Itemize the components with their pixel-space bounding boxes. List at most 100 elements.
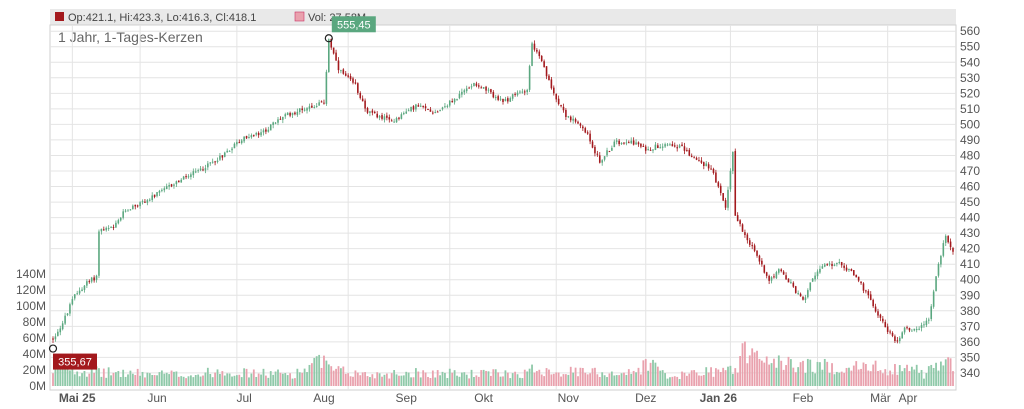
volume-bar bbox=[756, 350, 758, 386]
candle-body bbox=[282, 116, 284, 120]
candle-body bbox=[504, 98, 507, 102]
volume-bar bbox=[381, 376, 383, 386]
candle-body bbox=[419, 105, 422, 107]
candle-body bbox=[531, 43, 533, 66]
candle-body bbox=[744, 232, 746, 236]
price-tick-label: 410 bbox=[960, 257, 980, 271]
candle-body bbox=[523, 91, 526, 93]
volume-bar bbox=[601, 372, 604, 386]
volume-bar bbox=[821, 369, 824, 386]
volume-bar bbox=[85, 376, 88, 386]
candle-body bbox=[802, 296, 804, 300]
candle-body bbox=[250, 135, 253, 138]
candle-body bbox=[475, 83, 478, 86]
volume-bar bbox=[146, 372, 149, 386]
low-marker bbox=[48, 344, 58, 353]
volume-bar bbox=[794, 372, 797, 386]
candle-body bbox=[119, 217, 122, 221]
volume-bar bbox=[419, 377, 422, 386]
candle-body bbox=[591, 141, 594, 148]
volume-bar bbox=[734, 368, 737, 386]
candle-body bbox=[417, 105, 420, 107]
volume-bar bbox=[545, 368, 548, 386]
volume-bar bbox=[95, 366, 98, 386]
candle-body bbox=[59, 328, 62, 333]
volume-bar bbox=[410, 377, 412, 386]
volume-bar bbox=[572, 372, 575, 386]
candle-body bbox=[468, 87, 470, 89]
volume-bar bbox=[828, 372, 831, 386]
candle-body bbox=[168, 185, 170, 187]
candle-body bbox=[361, 98, 364, 102]
volume-bar bbox=[906, 364, 908, 386]
candle-body bbox=[775, 272, 778, 279]
candle-body bbox=[320, 101, 323, 103]
candle-body bbox=[434, 111, 437, 113]
volume-bar bbox=[683, 372, 686, 386]
candle-body bbox=[199, 168, 202, 171]
volume-bar bbox=[736, 372, 739, 386]
candle-body bbox=[748, 240, 751, 245]
volume-bar bbox=[654, 362, 657, 386]
candle-body bbox=[296, 111, 299, 115]
volume-bar bbox=[124, 376, 127, 386]
month-label: Mär bbox=[870, 391, 891, 405]
volume-bar bbox=[843, 372, 846, 386]
volume-bar bbox=[112, 372, 115, 386]
volume-bar bbox=[702, 374, 705, 386]
volume-bar bbox=[444, 372, 446, 386]
volume-bar bbox=[867, 370, 870, 386]
volume-bar bbox=[886, 375, 889, 386]
candle-body bbox=[71, 299, 74, 305]
candle-body bbox=[88, 281, 91, 283]
volume-bar bbox=[303, 368, 306, 386]
candle-body bbox=[855, 274, 858, 278]
candle-body bbox=[519, 91, 521, 93]
volume-bar bbox=[250, 373, 253, 386]
candle-body bbox=[458, 93, 461, 99]
candle-body bbox=[753, 245, 756, 251]
volume-bar bbox=[390, 373, 393, 386]
volume-bar bbox=[127, 374, 129, 386]
candle-body bbox=[872, 299, 874, 307]
candle-body bbox=[579, 123, 582, 126]
volume-bar bbox=[274, 371, 277, 386]
volume-bar bbox=[163, 373, 166, 386]
candle-body bbox=[787, 278, 790, 283]
volume-bar bbox=[291, 378, 294, 386]
candle-body bbox=[869, 294, 872, 300]
candle-body bbox=[347, 75, 349, 77]
volume-bar bbox=[940, 361, 942, 386]
candle-body bbox=[557, 98, 560, 105]
volume-bar bbox=[652, 359, 654, 386]
candle-body bbox=[354, 82, 357, 84]
candle-body bbox=[746, 234, 749, 241]
candle-body bbox=[894, 336, 896, 342]
volume-bar bbox=[473, 376, 475, 386]
candle-body bbox=[81, 289, 83, 292]
candle-body bbox=[226, 150, 228, 153]
volume-bar bbox=[424, 372, 427, 386]
candle-body bbox=[158, 190, 161, 193]
candle-body bbox=[211, 161, 214, 163]
volume-bar bbox=[226, 373, 229, 386]
price-tick-label: 360 bbox=[960, 335, 980, 349]
candle-body bbox=[886, 326, 889, 332]
volume-bar bbox=[610, 371, 613, 386]
volume-bar bbox=[560, 376, 562, 386]
volume-bar bbox=[141, 371, 144, 386]
volume-bar bbox=[194, 375, 197, 386]
candle-body bbox=[86, 281, 88, 286]
candle-body bbox=[705, 163, 708, 167]
volume-bar bbox=[952, 371, 954, 386]
candle-body bbox=[248, 136, 250, 138]
candle-body bbox=[857, 276, 860, 281]
volume-bar bbox=[698, 375, 700, 386]
candle-body bbox=[930, 306, 933, 319]
price-tick-label: 450 bbox=[960, 195, 980, 209]
volume-bar bbox=[330, 366, 333, 386]
volume-bar bbox=[199, 376, 202, 386]
candle-body bbox=[937, 264, 940, 276]
volume-bar bbox=[722, 367, 725, 386]
volume-bar bbox=[448, 368, 451, 386]
